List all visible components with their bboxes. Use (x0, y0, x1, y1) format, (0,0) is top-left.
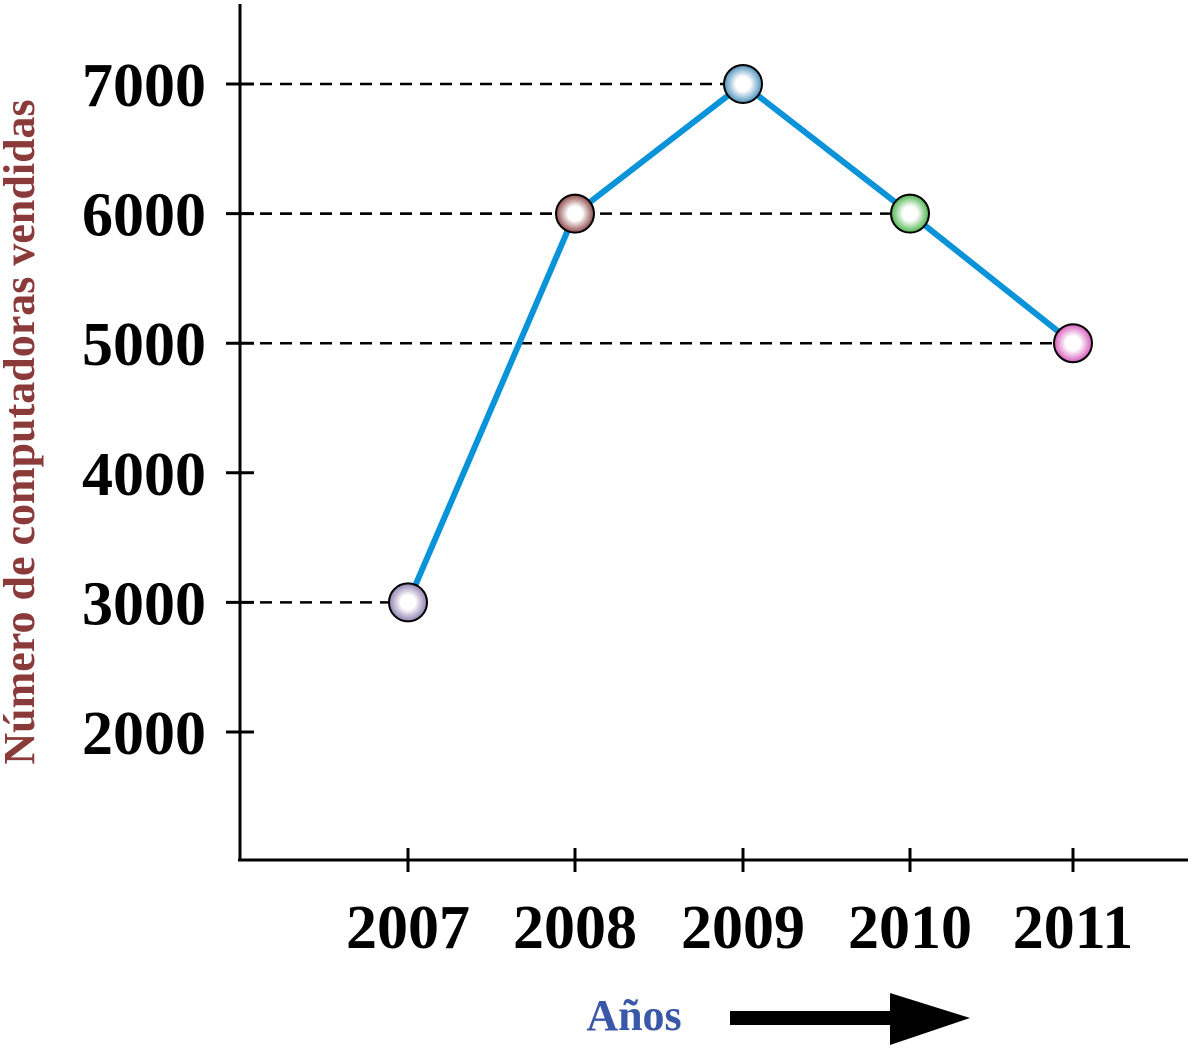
x-tick-label: 2008 (513, 894, 637, 962)
y-tick-label: 7000 (82, 52, 206, 120)
data-point (723, 64, 763, 104)
x-tick-label: 2010 (848, 894, 972, 962)
guide-lines (240, 82, 1073, 604)
x-axis-arrow-icon (730, 993, 970, 1045)
points (388, 64, 1093, 623)
data-point (1053, 323, 1093, 364)
data-point (555, 193, 595, 234)
x-tick-label: 2011 (1013, 894, 1134, 962)
y-tick-label: 3000 (82, 570, 206, 638)
x-axis-label: Años (586, 991, 681, 1040)
y-ticks: 2000 3000 4000 5000 6000 7000 (82, 52, 254, 768)
axes (238, 4, 1188, 862)
y-tick-label: 5000 (82, 311, 206, 379)
x-tick-label: 2009 (681, 894, 805, 962)
y-tick-label: 2000 (82, 700, 206, 768)
y-tick-label: 4000 (82, 441, 206, 509)
x-ticks: 2007 2008 2009 2010 2011 (346, 848, 1133, 962)
data-point (388, 582, 428, 623)
x-tick-label: 2007 (346, 894, 470, 962)
y-axis-label: Número de computadoras vendidas (0, 99, 44, 764)
data-point (890, 193, 930, 234)
y-tick-label: 6000 (82, 182, 206, 250)
